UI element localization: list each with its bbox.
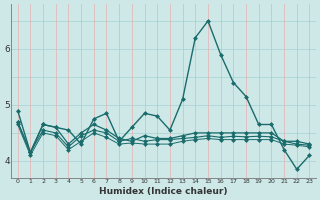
- X-axis label: Humidex (Indice chaleur): Humidex (Indice chaleur): [99, 187, 228, 196]
